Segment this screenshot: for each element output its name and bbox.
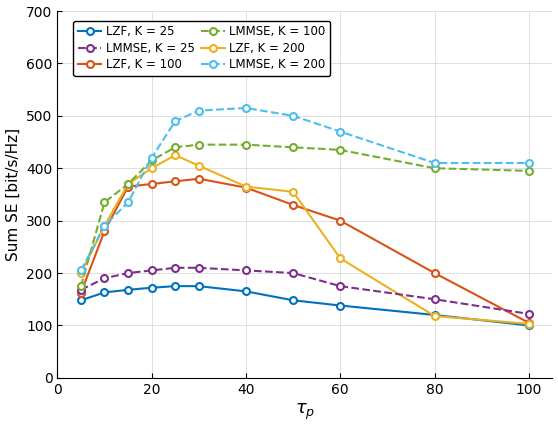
LMMSE, K = 100 <box>148 158 155 163</box>
LZF, K = 200 <box>195 163 202 168</box>
LMMSE, K = 25 <box>337 284 344 289</box>
LMMSE, K = 25 <box>243 268 249 273</box>
LZF, K = 100 <box>195 176 202 181</box>
LMMSE, K = 25 <box>290 270 296 276</box>
LZF, K = 25 <box>101 290 108 295</box>
LZF, K = 100 <box>172 179 179 184</box>
LZF, K = 25 <box>172 284 179 289</box>
Line: LMMSE, K = 100: LMMSE, K = 100 <box>78 141 532 290</box>
LMMSE, K = 25 <box>431 297 438 302</box>
Legend: LZF, K = 25, LMMSE, K = 25, LZF, K = 100, LMMSE, K = 100, LZF, K = 200, LMMSE, K: LZF, K = 25, LMMSE, K = 25, LZF, K = 100… <box>73 21 330 76</box>
LMMSE, K = 100 <box>243 142 249 147</box>
Line: LZF, K = 200: LZF, K = 200 <box>78 152 532 327</box>
LMMSE, K = 200 <box>337 129 344 134</box>
LMMSE, K = 100 <box>526 168 532 173</box>
Y-axis label: Sum SE [bit/s/Hz]: Sum SE [bit/s/Hz] <box>6 128 21 261</box>
LZF, K = 200 <box>78 270 84 276</box>
LZF, K = 200 <box>125 181 132 187</box>
LZF, K = 200 <box>431 313 438 318</box>
LZF, K = 25 <box>290 298 296 303</box>
LZF, K = 25 <box>337 303 344 308</box>
LMMSE, K = 25 <box>526 311 532 316</box>
LMMSE, K = 200 <box>195 108 202 113</box>
LMMSE, K = 25 <box>195 265 202 270</box>
LZF, K = 200 <box>148 166 155 171</box>
LMMSE, K = 25 <box>78 287 84 292</box>
LMMSE, K = 100 <box>195 142 202 147</box>
LZF, K = 100 <box>78 290 84 295</box>
LZF, K = 200 <box>172 152 179 158</box>
LZF, K = 25 <box>243 289 249 294</box>
LZF, K = 100 <box>101 229 108 234</box>
LMMSE, K = 200 <box>101 223 108 229</box>
LMMSE, K = 200 <box>78 268 84 273</box>
LZF, K = 200 <box>101 223 108 229</box>
LMMSE, K = 100 <box>431 166 438 171</box>
LMMSE, K = 200 <box>526 160 532 166</box>
LMMSE, K = 200 <box>172 119 179 124</box>
LMMSE, K = 100 <box>78 284 84 289</box>
LMMSE, K = 100 <box>290 145 296 150</box>
LZF, K = 100 <box>337 218 344 223</box>
LZF, K = 100 <box>243 185 249 190</box>
LZF, K = 25 <box>431 312 438 318</box>
LMMSE, K = 200 <box>431 160 438 166</box>
X-axis label: $\tau_p$: $\tau_p$ <box>295 402 315 422</box>
LZF, K = 100 <box>290 202 296 208</box>
LMMSE, K = 200 <box>243 105 249 110</box>
Line: LZF, K = 100: LZF, K = 100 <box>78 175 532 326</box>
LZF, K = 200 <box>337 256 344 261</box>
LMMSE, K = 100 <box>125 181 132 187</box>
LZF, K = 100 <box>526 320 532 325</box>
LMMSE, K = 25 <box>148 268 155 273</box>
LZF, K = 200 <box>243 184 249 189</box>
LZF, K = 25 <box>125 287 132 292</box>
LMMSE, K = 100 <box>337 147 344 152</box>
LZF, K = 200 <box>290 189 296 194</box>
Line: LZF, K = 25: LZF, K = 25 <box>78 282 532 329</box>
LMMSE, K = 25 <box>125 270 132 276</box>
LZF, K = 25 <box>78 298 84 303</box>
LMMSE, K = 200 <box>148 155 155 160</box>
LZF, K = 100 <box>431 270 438 276</box>
LMMSE, K = 200 <box>125 200 132 205</box>
LZF, K = 100 <box>125 184 132 189</box>
LZF, K = 100 <box>148 181 155 187</box>
LZF, K = 200 <box>526 321 532 327</box>
LMMSE, K = 100 <box>172 145 179 150</box>
LMMSE, K = 100 <box>101 200 108 205</box>
LMMSE, K = 25 <box>101 276 108 281</box>
LMMSE, K = 200 <box>290 113 296 119</box>
LZF, K = 25 <box>148 285 155 290</box>
Line: LMMSE, K = 200: LMMSE, K = 200 <box>78 104 532 274</box>
LZF, K = 25 <box>195 284 202 289</box>
LZF, K = 25 <box>526 323 532 328</box>
LMMSE, K = 25 <box>172 265 179 270</box>
Line: LMMSE, K = 25: LMMSE, K = 25 <box>78 265 532 318</box>
